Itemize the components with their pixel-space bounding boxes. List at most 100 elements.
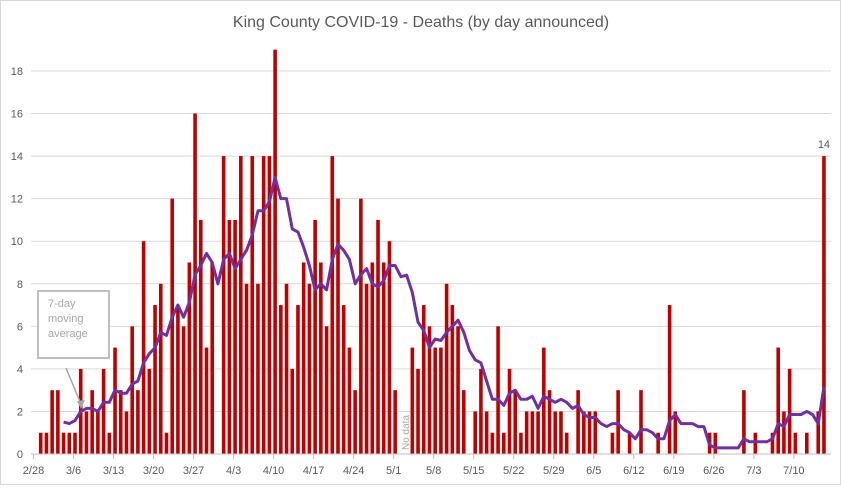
callout-line-2: moving — [48, 313, 83, 325]
bar — [341, 305, 346, 454]
bar — [290, 368, 295, 454]
bar — [124, 411, 129, 454]
bar — [507, 368, 512, 454]
gridlines — [31, 70, 831, 412]
y-tick-label: 4 — [17, 364, 23, 376]
bar — [456, 326, 460, 454]
bar — [267, 156, 272, 454]
bar — [627, 432, 632, 454]
bar — [479, 368, 483, 454]
bar — [513, 390, 518, 454]
bar — [113, 347, 117, 454]
bar — [753, 432, 758, 454]
x-tick-label: 3/6 — [66, 465, 81, 477]
bar — [416, 368, 420, 454]
bar — [307, 283, 312, 454]
x-tick-label: 6/19 — [663, 465, 684, 477]
bar — [130, 326, 134, 454]
bar — [136, 390, 140, 454]
bar — [170, 198, 175, 454]
bar — [381, 262, 386, 454]
y-tick-label: 0 — [17, 449, 23, 461]
bar — [147, 368, 152, 454]
bar — [656, 432, 660, 454]
bar — [164, 432, 169, 454]
bar — [364, 283, 369, 454]
bar — [107, 432, 112, 454]
bar — [439, 347, 443, 454]
bar — [564, 432, 569, 454]
bar — [559, 411, 563, 454]
bar — [96, 411, 100, 454]
bar — [56, 390, 60, 454]
bar — [370, 262, 375, 454]
bar — [461, 390, 466, 454]
y-tick-label: 8 — [17, 279, 23, 291]
bar — [547, 390, 552, 454]
bar — [393, 390, 397, 454]
bar — [158, 283, 163, 454]
bar — [250, 156, 255, 454]
bar — [587, 411, 592, 454]
callout-arrow — [65, 367, 82, 405]
x-tick-label: 6/5 — [586, 465, 601, 477]
bar — [616, 390, 620, 454]
bar — [284, 283, 289, 454]
bar — [118, 390, 123, 454]
bar — [50, 390, 54, 454]
bar — [410, 347, 415, 454]
bar — [582, 411, 586, 454]
bar — [524, 411, 529, 454]
y-tick-label: 12 — [11, 194, 23, 206]
bar — [256, 283, 260, 454]
moving-average-callout: 7-day moving average — [37, 290, 110, 409]
bar — [181, 326, 186, 454]
bar — [770, 432, 775, 454]
bar — [376, 219, 380, 454]
bar — [490, 432, 495, 454]
x-tick-label: 6/26 — [703, 465, 724, 477]
bar — [221, 156, 226, 454]
x-tick-label: 5/22 — [503, 465, 524, 477]
x-axis: 2/28 3/6 3/13 3/20 3/27 4/3 4/10 4/17 4/24 5/1 5/8… — [23, 453, 831, 477]
bar — [313, 219, 317, 454]
bar — [187, 262, 192, 454]
bar — [576, 390, 580, 454]
bar — [667, 305, 672, 454]
bar — [261, 156, 266, 454]
bar — [38, 432, 43, 454]
bar — [347, 347, 352, 454]
bar — [542, 347, 546, 454]
callout-line-3: average — [48, 328, 88, 340]
bar — [804, 432, 809, 454]
callout-box — [37, 290, 110, 359]
bar — [776, 347, 781, 454]
x-tick-label: 4/17 — [303, 465, 324, 477]
bar — [273, 49, 277, 455]
bar — [90, 390, 94, 454]
bar — [336, 198, 340, 454]
x-tick-label: 4/10 — [263, 465, 284, 477]
x-tick-label: 3/20 — [143, 465, 164, 477]
bar — [101, 368, 106, 454]
bar — [330, 156, 335, 454]
bar — [319, 262, 323, 454]
y-tick-label: 18 — [11, 66, 23, 78]
bar — [324, 326, 329, 454]
bar — [67, 432, 72, 454]
chart-title: King County COVID-19 - Deaths (by day an… — [233, 14, 609, 31]
y-tick-label: 16 — [11, 109, 23, 121]
bar — [444, 283, 449, 454]
bar — [153, 305, 157, 454]
bar — [421, 305, 426, 454]
bar — [387, 241, 392, 454]
x-tick-label: 5/1 — [386, 465, 401, 477]
bar — [353, 390, 357, 454]
bar — [61, 432, 66, 454]
bar — [610, 432, 615, 454]
bar — [639, 390, 643, 454]
x-tick-label: 7/3 — [746, 465, 761, 477]
bar — [793, 432, 798, 454]
bar — [279, 305, 283, 454]
